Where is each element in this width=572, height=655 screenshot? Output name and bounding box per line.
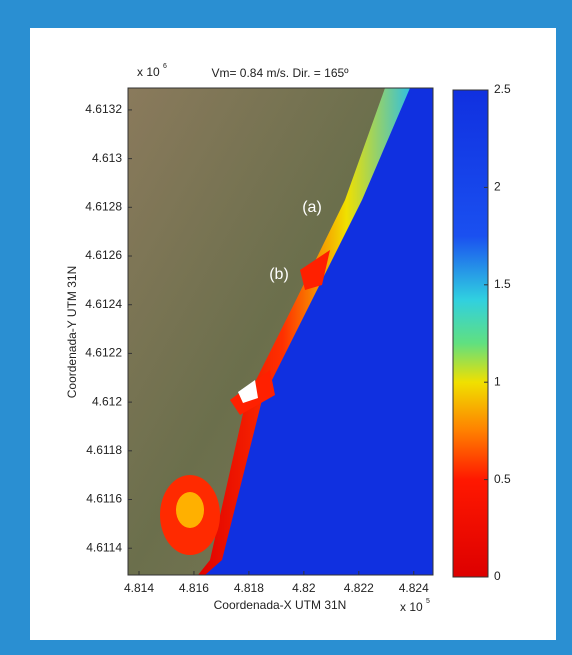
x-multiplier: x 10 xyxy=(400,600,423,614)
map-image xyxy=(128,88,433,575)
x-tick-label: 4.816 xyxy=(179,581,209,595)
colorbar-tick-label: 1.5 xyxy=(494,277,511,291)
y-tick-label: 4.6114 xyxy=(86,540,122,554)
colorbar-tick-label: 2 xyxy=(494,180,501,194)
y-tick-label: 4.6122 xyxy=(85,346,122,360)
colorbar-tick-label: 0.5 xyxy=(494,472,511,486)
y-tick-label: 4.6132 xyxy=(85,102,122,116)
plot-frame xyxy=(127,87,434,576)
white-area xyxy=(238,380,258,403)
y-tick-label: 4.6128 xyxy=(85,199,122,213)
y-tick-label: 4.612 xyxy=(92,394,122,408)
x-multiplier-exponent: 5 xyxy=(426,598,430,605)
y-tick-label: 4.6126 xyxy=(85,248,122,262)
y-tick-label: 4.6124 xyxy=(85,297,122,311)
x-tick-label: 4.822 xyxy=(344,581,374,595)
land xyxy=(128,88,400,575)
colorbar-tick-label: 2.5 xyxy=(494,82,511,96)
y-tick-label: 4.6116 xyxy=(86,492,122,506)
annotation: (a) xyxy=(302,199,322,216)
chart-title: Vm= 0.84 m/s. Dir. = 165º xyxy=(211,66,349,80)
x-tick-label: 4.82 xyxy=(292,581,316,595)
colorbar xyxy=(452,89,489,578)
y-tick-label: 4.6118 xyxy=(86,443,122,457)
x-tick-label: 4.824 xyxy=(399,581,429,595)
red-area xyxy=(300,250,330,290)
colorbar-tick-label: 0 xyxy=(494,569,501,583)
x-axis-label: Coordenada-X UTM 31N xyxy=(214,598,347,612)
y-axis-label: Coordenada-Y UTM 31N xyxy=(65,266,79,399)
y-multiplier: x 10 xyxy=(137,65,160,79)
colorbar-tick-label: 1 xyxy=(494,374,501,388)
y-tick-label: 4.613 xyxy=(92,151,122,165)
x-tick-label: 4.814 xyxy=(124,581,154,595)
y-multiplier-exponent: 6 xyxy=(163,63,167,70)
annotation: (b) xyxy=(269,266,289,283)
x-tick-label: 4.818 xyxy=(234,581,264,595)
shore-band xyxy=(198,88,410,575)
orange-area xyxy=(176,492,204,528)
